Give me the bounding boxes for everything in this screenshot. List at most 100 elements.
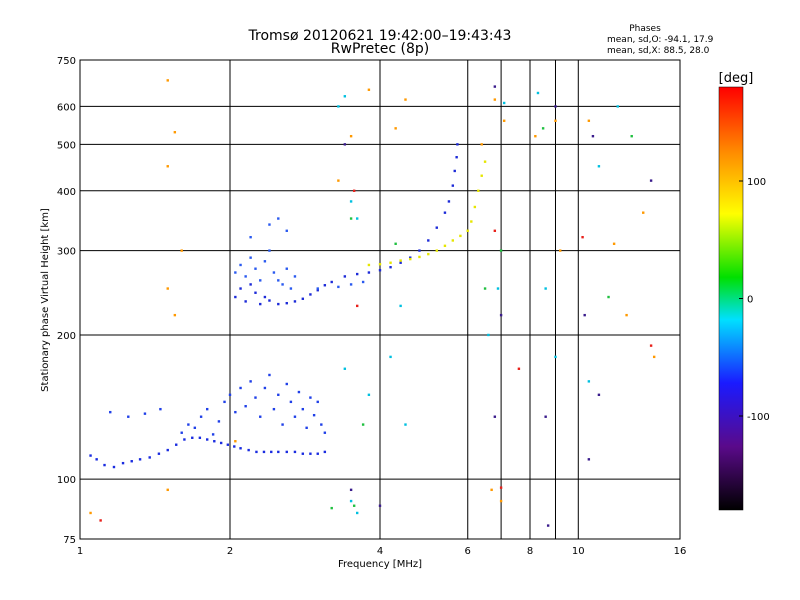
data-point (473, 205, 477, 209)
data-point (143, 412, 147, 415)
data-point (268, 249, 271, 252)
data-point (480, 143, 483, 146)
data-point (404, 423, 407, 426)
phase-box-line-o: mean, sd,O: -94.1, 17.9 (607, 35, 714, 45)
data-point (157, 452, 161, 455)
data-point (399, 259, 402, 262)
y-tick-label: 75 (63, 535, 76, 546)
data-point (355, 272, 359, 276)
y-tick-label: 100 (57, 475, 76, 486)
data-point (337, 105, 340, 108)
data-point (493, 415, 497, 418)
data-point (166, 287, 169, 290)
data-point (219, 441, 223, 445)
data-point (277, 393, 280, 397)
data-point (99, 519, 102, 522)
data-point (263, 260, 267, 263)
data-point (389, 266, 392, 269)
data-point (477, 189, 480, 192)
data-point (270, 450, 273, 454)
data-point (499, 486, 503, 489)
data-point (285, 301, 288, 305)
data-point (312, 413, 316, 417)
x-tick-label: 10 (572, 546, 585, 557)
data-point (343, 367, 347, 370)
colorbar: [deg] -100 0 100 (719, 71, 770, 511)
data-point (466, 229, 469, 232)
x-axis-ticks: 1 2 4 6 8 10 16 (77, 546, 687, 557)
y-tick-label: 300 (57, 247, 76, 258)
data-point (293, 450, 297, 454)
data-point (367, 271, 371, 274)
data-point (213, 440, 216, 443)
data-point (166, 488, 169, 492)
data-point (583, 313, 586, 317)
data-point (285, 382, 288, 386)
data-point (148, 456, 151, 459)
x-axis-label: Frequency [MHz] (338, 559, 422, 570)
data-point (349, 134, 353, 138)
data-point (418, 255, 421, 259)
data-point (249, 235, 252, 239)
data-point (597, 393, 601, 397)
data-point (493, 85, 497, 88)
data-point (349, 200, 353, 203)
data-point (89, 454, 92, 457)
data-point (205, 407, 209, 411)
data-point (109, 410, 112, 414)
data-point (480, 174, 483, 177)
data-point (247, 448, 250, 452)
data-point (447, 200, 451, 203)
y-axis-label: Stationary phase Virtual Height [km] (40, 208, 51, 392)
data-point (281, 423, 284, 426)
data-point (166, 79, 169, 82)
colorbar-label: [deg] (719, 71, 754, 86)
data-point (337, 285, 340, 289)
data-point (255, 450, 258, 454)
data-point (470, 220, 473, 223)
data-point (226, 443, 230, 446)
data-point (95, 458, 98, 461)
data-point (316, 400, 319, 404)
y-axis-ticks: 75 100 200 300 400 500 600 750 (57, 56, 76, 546)
data-point (349, 499, 353, 503)
data-point (244, 275, 247, 278)
x-tick-label: 1 (77, 546, 83, 557)
data-point (597, 165, 601, 168)
data-point (234, 271, 237, 274)
x-tick-label: 16 (674, 546, 687, 557)
data-point (343, 95, 347, 98)
data-point (285, 229, 288, 232)
data-point (199, 415, 203, 418)
data-point (483, 160, 487, 163)
data-point (268, 299, 271, 302)
data-point (409, 256, 412, 259)
data-point (268, 373, 271, 377)
data-point (649, 344, 653, 347)
data-point (193, 426, 197, 430)
data-point (435, 226, 438, 229)
data-point (361, 423, 365, 426)
data-point (103, 463, 106, 467)
y-tick-label: 400 (57, 187, 76, 198)
data-point (293, 300, 297, 303)
data-point (502, 101, 506, 105)
data-point (305, 426, 308, 430)
data-point (499, 499, 503, 503)
data-point (323, 284, 327, 287)
data-point (493, 229, 497, 232)
data-point (244, 405, 247, 408)
data-point (228, 393, 232, 397)
data-point (630, 134, 633, 138)
data-point (499, 249, 503, 252)
data-point (268, 223, 271, 226)
grid (80, 60, 680, 539)
data-point (191, 436, 194, 439)
data-point (367, 88, 371, 91)
data-point (166, 448, 169, 452)
phase-box-title: Phases (629, 24, 661, 34)
y-tick-label: 500 (57, 140, 76, 151)
data-point (166, 165, 169, 168)
data-point (459, 234, 462, 238)
data-point (187, 423, 190, 426)
